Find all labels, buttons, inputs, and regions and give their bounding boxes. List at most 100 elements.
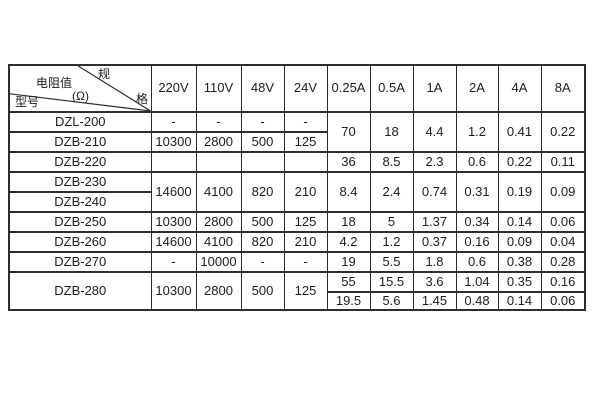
model-cell: DZB-220 — [8, 151, 152, 173]
value-cell: 125 — [283, 211, 328, 233]
value-cell: 0.28 — [540, 251, 586, 273]
value-cell: 1.04 — [455, 271, 499, 293]
value-cell: 0.09 — [497, 231, 542, 253]
value-cell: 15.5 — [369, 271, 414, 293]
table-row-dzb250: DZB-250 10300 2800 500 125 18 5 1.37 0.3… — [8, 211, 586, 233]
value-cell-merged: 0.41 — [497, 111, 542, 153]
value-cell: 1.37 — [412, 211, 457, 233]
table-row-dzb270: DZB-270 - 10000 - - 19 5.5 1.8 0.6 0.38 … — [8, 251, 586, 273]
model-cell: DZB-260 — [8, 231, 152, 253]
value-cell: 0.06 — [540, 291, 586, 311]
value-cell-merged: 0.31 — [455, 171, 499, 213]
value-cell: 0.16 — [540, 271, 586, 293]
value-cell: 5 — [369, 211, 414, 233]
value-cell: - — [283, 251, 328, 273]
value-cell: 210 — [283, 231, 328, 253]
value-cell: 0.11 — [540, 151, 586, 173]
value-cell: 1.8 — [412, 251, 457, 273]
value-cell-merged: 0.19 — [497, 171, 542, 213]
value-cell: 0.04 — [540, 231, 586, 253]
diagonal-divider-lines — [10, 67, 150, 110]
table-row-dzb240: DZB-240 — [8, 191, 585, 213]
table-row-dzb280-line2: 19.5 5.6 1.45 0.48 0.14 0.06 — [9, 291, 586, 311]
value-cell-merged: 14600 — [150, 171, 197, 213]
model-cell: DZB-280 — [8, 271, 152, 311]
value-cell: - — [240, 251, 285, 273]
corner-resistance-label: 电阻值 — [36, 76, 73, 90]
value-cell-merged: 0.74 — [412, 171, 457, 213]
model-cell: DZB-250 — [8, 211, 152, 233]
value-cell-merged: 70 — [326, 111, 371, 153]
value-cell: 0.38 — [497, 251, 542, 273]
spec-table: 规 格 电阻值 (Ω) 型号 220V 110V 48V 24V 0.25A 0… — [8, 64, 586, 311]
corner-model-label: 型号 — [15, 95, 40, 109]
value-cell: 1.2 — [369, 231, 414, 253]
value-cell-merged: 10300 — [150, 271, 197, 311]
value-cell: 125 — [283, 131, 328, 153]
value-cell: 2800 — [195, 211, 242, 233]
value-cell: 55 — [326, 271, 371, 293]
value-cell: 0.14 — [497, 291, 542, 311]
table-row-dzb230: DZB-230 14600 4100 820 210 8.4 2.4 0.74 … — [8, 171, 586, 213]
model-cell: DZB-240 — [8, 191, 152, 213]
value-cell: 0.37 — [412, 231, 457, 253]
value-cell-empty — [240, 151, 285, 173]
table-row-dzb220: DZB-220 36 8.5 2.3 0.6 0.22 0.11 — [8, 151, 586, 173]
value-cell: 0.34 — [455, 211, 499, 233]
value-cell-merged: 2800 — [195, 271, 242, 311]
value-cell: - — [283, 111, 328, 133]
value-cell-merged: 210 — [283, 171, 328, 213]
value-cell: 2.3 — [412, 151, 457, 173]
value-cell-empty — [150, 151, 197, 173]
model-cell: DZB-230 — [8, 171, 152, 193]
value-cell: 0.22 — [497, 151, 542, 173]
table-row-dzl200: DZL-200 - - - - 70 18 4.4 1.2 0.41 0.22 — [8, 111, 586, 153]
value-cell: 10000 — [195, 251, 242, 273]
value-cell: 0.6 — [455, 251, 499, 273]
value-cell: - — [195, 111, 242, 133]
value-cell: 10300 — [150, 131, 197, 153]
value-cell: 1.45 — [412, 291, 457, 311]
header-row: 规 格 电阻值 (Ω) 型号 220V 110V 48V 24V 0.25A 0… — [8, 64, 586, 113]
column-header-8a: 8A — [540, 64, 586, 113]
value-cell-merged: 4.4 — [412, 111, 457, 153]
corner-unit-label: (Ω) — [72, 89, 89, 103]
value-cell: 0.16 — [455, 231, 499, 253]
value-cell-merged: 8.4 — [326, 171, 371, 213]
corner-spec-label-top: 规 — [98, 67, 111, 81]
value-cell: 4100 — [195, 231, 242, 253]
model-cell: DZB-210 — [8, 131, 152, 153]
value-cell: 0.06 — [540, 211, 586, 233]
value-cell-empty — [283, 151, 328, 173]
value-cell: 0.48 — [455, 291, 499, 311]
value-cell: 2800 — [195, 131, 242, 153]
value-cell: 36 — [326, 151, 371, 173]
value-cell-merged: 0.22 — [540, 111, 586, 153]
corner-cell: 规 格 电阻值 (Ω) 型号 — [8, 64, 152, 113]
column-header-025a: 0.25A — [326, 64, 371, 113]
value-cell: 8.5 — [369, 151, 414, 173]
value-cell: 0.14 — [497, 211, 542, 233]
value-cell: 0.6 — [455, 151, 499, 173]
column-header-24v: 24V — [283, 64, 328, 113]
column-header-05a: 0.5A — [369, 64, 414, 113]
column-header-110v: 110V — [195, 64, 242, 113]
value-cell: 19.5 — [326, 291, 371, 311]
value-cell-merged: 4100 — [195, 171, 242, 213]
value-cell-merged: 500 — [240, 271, 285, 311]
value-cell: 19 — [326, 251, 371, 273]
value-cell-merged: 125 — [283, 271, 328, 311]
model-cell: DZB-270 — [8, 251, 152, 273]
value-cell: 18 — [326, 211, 371, 233]
value-cell: 10300 — [150, 211, 197, 233]
column-header-1a: 1A — [412, 64, 457, 113]
value-cell: 0.35 — [497, 271, 542, 293]
value-cell-merged: 2.4 — [369, 171, 414, 213]
table-row-dzb280: DZB-280 10300 2800 500 125 55 15.5 3.6 1… — [8, 271, 586, 311]
value-cell-empty — [195, 151, 242, 173]
model-cell: DZL-200 — [8, 111, 152, 133]
value-cell: 5.5 — [369, 251, 414, 273]
value-cell: 3.6 — [412, 271, 457, 293]
value-cell: 820 — [240, 231, 285, 253]
